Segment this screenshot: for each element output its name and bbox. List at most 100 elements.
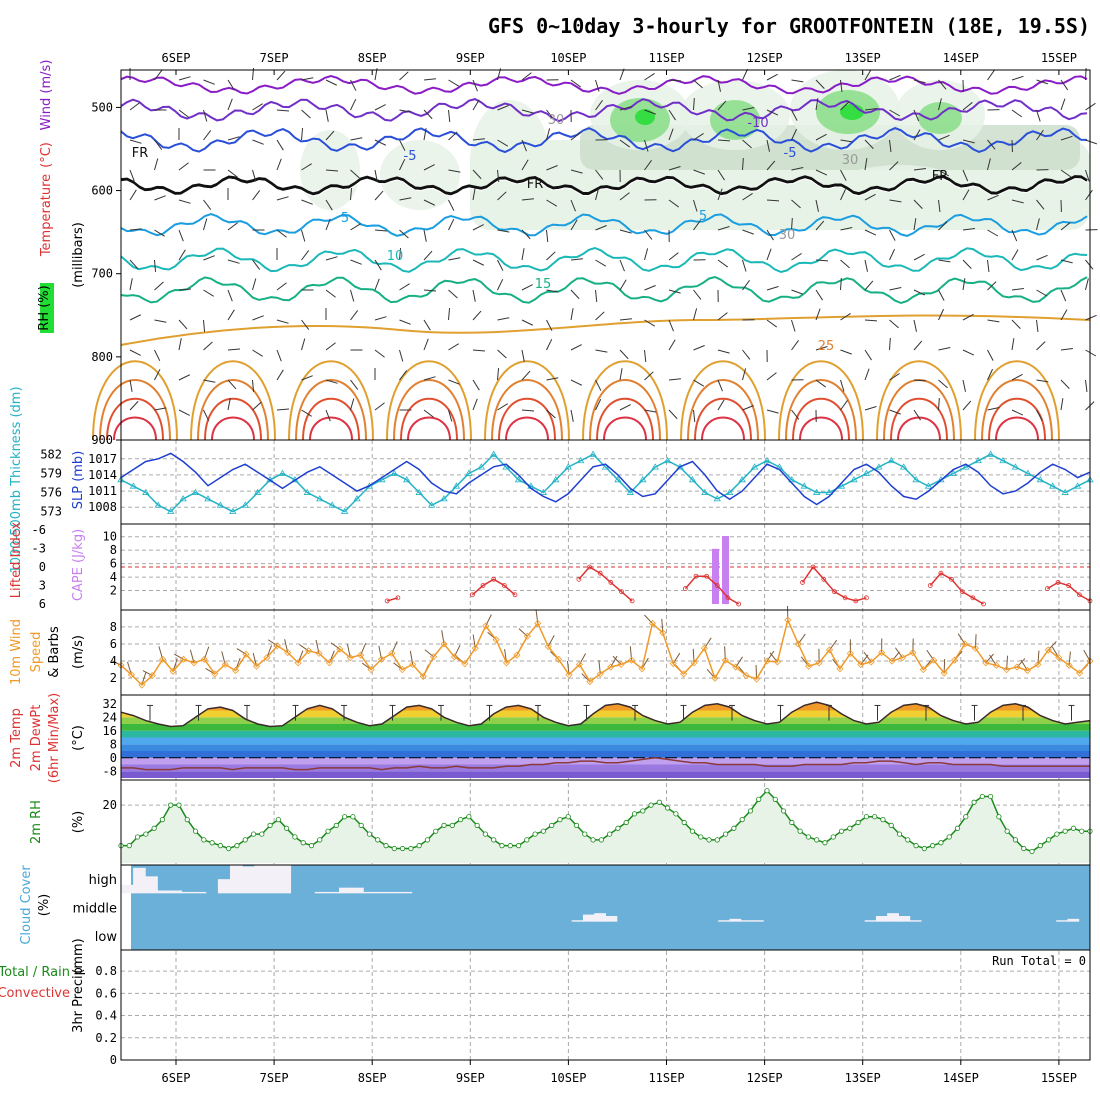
wind-barb <box>668 128 674 141</box>
wind-barb <box>889 199 902 203</box>
thickness-point <box>912 476 920 483</box>
lifted-index-point <box>682 586 688 591</box>
wind-barb <box>178 374 191 381</box>
cape-tick-label: 2 <box>110 584 117 598</box>
wind-barb <box>840 313 851 321</box>
rh2m-point <box>797 828 803 834</box>
wind-speed-point <box>1034 660 1042 669</box>
wind-barb <box>178 249 186 261</box>
cloud-level-label: middle <box>73 902 117 917</box>
wind-barb <box>448 218 455 231</box>
wind-barb <box>913 253 925 261</box>
rh2m-point <box>391 845 397 852</box>
rh2m-point <box>648 802 654 808</box>
temp-band <box>121 764 1090 772</box>
wind-barb <box>227 98 233 111</box>
wind-barb <box>570 379 583 386</box>
cloud-unit: (%) <box>37 894 52 917</box>
cloud-bar-high <box>314 891 328 894</box>
rh2m-point <box>1054 831 1060 837</box>
cloud-bar-middle <box>740 920 753 922</box>
rh-shade-blob <box>918 102 962 134</box>
wind-barb <box>987 158 991 171</box>
thickness-point <box>403 476 411 483</box>
wind-barb <box>350 259 362 265</box>
top-day-label: 6SEP <box>162 51 191 65</box>
wind-barb <box>374 402 385 411</box>
wind-barb <box>619 139 631 148</box>
temp-band <box>121 717 1090 724</box>
thickness-point <box>825 488 833 495</box>
wind-barb <box>129 169 135 182</box>
thickness-point <box>452 482 461 489</box>
wind-barb <box>864 229 877 236</box>
contour-label: 30 <box>779 228 796 243</box>
rh2m-point <box>457 817 464 823</box>
wind-barb <box>913 218 917 231</box>
wind-speed-point <box>721 656 729 664</box>
cloud-bar-high <box>387 891 401 894</box>
wind-barb <box>717 188 723 201</box>
wind-barb <box>943 659 946 674</box>
wind-barb <box>252 169 257 182</box>
rh2m-point <box>979 793 985 800</box>
wind-barb <box>227 289 233 302</box>
thickness-point <box>229 507 237 515</box>
wind-barb <box>154 139 163 150</box>
wind-barb <box>766 199 780 202</box>
cape-axis-label: CAPE (J/kg) <box>71 529 86 601</box>
wind-barb <box>546 319 553 331</box>
lifted-index-point <box>949 576 954 582</box>
boundary-layer-contour <box>113 416 157 441</box>
wind-barb <box>693 345 705 351</box>
wind-speed-point <box>627 656 636 664</box>
wind-barb <box>423 128 427 141</box>
wind-barb <box>644 139 649 152</box>
dewpoint-line <box>121 757 1090 771</box>
wind-barb <box>742 139 752 149</box>
wind-barb <box>276 229 287 238</box>
wind-barb <box>448 257 461 261</box>
wind-barb <box>252 401 262 411</box>
wind-barb <box>521 248 525 261</box>
wind-barb <box>154 369 161 381</box>
lifted-index-point <box>1066 583 1072 588</box>
wind-speed-point <box>669 660 677 668</box>
li-tick-label: -3 <box>32 542 46 556</box>
thickness-tick-label: 582 <box>40 447 62 461</box>
precip-tick-label: 0.8 <box>95 964 117 978</box>
wind-barb <box>472 398 478 411</box>
wind-speed-point <box>898 654 907 662</box>
temp-tick-label: 32 <box>103 697 117 711</box>
boundary-layer-contour <box>386 360 472 441</box>
temp2m-label-2: 2m DewPt <box>29 705 44 772</box>
precip-unit: (mm) <box>71 938 86 973</box>
thickness-point <box>576 456 585 464</box>
lifted-index-point <box>927 583 933 588</box>
rh2m-point <box>863 814 869 820</box>
wind-barb <box>766 248 772 261</box>
lifted-index-point <box>1076 592 1082 598</box>
thickness-point <box>390 469 399 476</box>
wind-speed-point <box>648 619 656 627</box>
wind-barb <box>1036 341 1046 351</box>
rh2m-point <box>342 814 348 820</box>
lifted-index-point <box>1055 580 1061 585</box>
wind-barb <box>399 370 408 381</box>
wind-speed-point <box>482 622 490 630</box>
rh2m-point <box>747 808 754 814</box>
wind-speed-point <box>523 632 531 640</box>
thickness-point <box>639 476 647 483</box>
rh2m-point <box>607 831 613 837</box>
lifted-index-point <box>469 592 475 598</box>
wind-barb <box>1036 379 1049 383</box>
wind-barb <box>1036 409 1043 421</box>
slp-tick-label: 1017 <box>88 452 117 466</box>
rh2m-point <box>226 845 232 852</box>
wind-barb <box>472 349 485 352</box>
boundary-layer-contour <box>106 397 164 441</box>
slp-line <box>120 452 1091 506</box>
bottom-day-label: 6SEP <box>162 1071 191 1085</box>
wind-barb <box>742 405 754 411</box>
